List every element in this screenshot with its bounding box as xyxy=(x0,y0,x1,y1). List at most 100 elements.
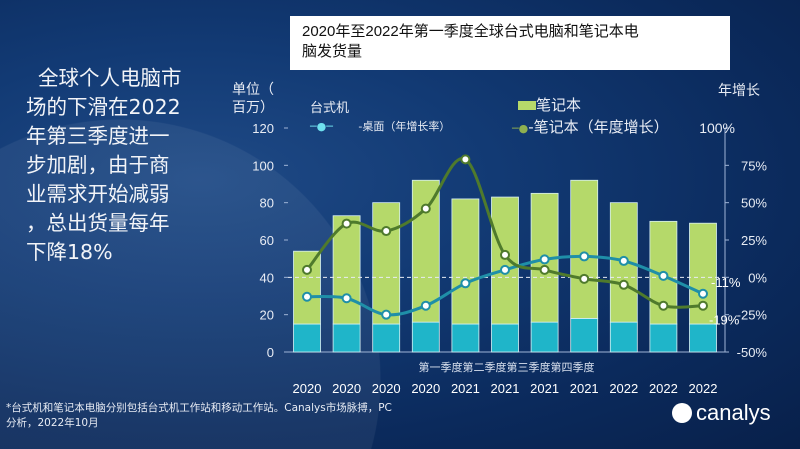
headline-line: 场的下滑在2022 xyxy=(26,95,181,119)
desktop-bar xyxy=(689,323,717,353)
notebook-growth-point xyxy=(420,203,431,214)
legend-marker-icon: ─●─ xyxy=(310,120,333,133)
y2-tick-label: 0% xyxy=(748,270,767,285)
legend-label: -笔记本（年度增长） xyxy=(528,118,669,136)
chart-title: 2020年至2022年第一季度全球台式电脑和笔记本电 脑发货量 xyxy=(290,16,730,70)
notebook-growth-point xyxy=(460,154,471,165)
canalys-logo-icon xyxy=(672,403,692,423)
y-axis-label-line: 单位（ xyxy=(232,82,274,98)
y-tick-label: 80 xyxy=(260,196,274,211)
desktop-growth-point xyxy=(381,309,392,320)
y-tick-label: 60 xyxy=(260,233,274,248)
chart-title-line: 2020年至2022年第一季度全球台式电脑和笔记本电 xyxy=(302,23,639,40)
desktop-growth-point xyxy=(500,264,510,275)
legend-label: -桌面（年增长率） xyxy=(358,120,451,133)
y-tick-label: 20 xyxy=(260,308,274,323)
desktop-bar xyxy=(411,321,440,353)
desktop-growth-point xyxy=(618,255,629,266)
y2-axis-label: 年增长 xyxy=(718,83,760,99)
y2-tick-label: 75% xyxy=(741,158,767,173)
x-tick-label: 2020 xyxy=(293,381,322,396)
y2-tick-label: 50% xyxy=(741,196,767,211)
desktop-growth-point xyxy=(658,270,669,281)
legend-notebook-line: ─●-笔记本（年度增长） xyxy=(512,116,669,137)
footnote-line: *台式机和笔记本电脑分别包括台式机工作站和移动工作站。Canalys市场脉搏，P… xyxy=(6,402,392,414)
x-tick-label: 2022 xyxy=(649,381,678,396)
x-tick-label: 2022 xyxy=(689,381,718,396)
legend-notebook-bar: 笔记本 xyxy=(518,94,581,115)
x-tick-label: 2021 xyxy=(570,381,599,396)
footnote-line: 分析，2022年10月 xyxy=(6,417,99,429)
notebook-growth-point xyxy=(618,279,629,290)
headline-line: 全球个人电脑市 xyxy=(38,66,182,90)
chart-title-line: 脑发货量 xyxy=(302,43,363,60)
headline-line: 业需求开始减弱 xyxy=(26,182,170,206)
footnote: *台式机和笔记本电脑分别包括台式机工作站和移动工作站。Canalys市场脉搏，P… xyxy=(6,401,446,431)
headline-line: 下降18% xyxy=(26,240,113,264)
notebook-growth-point xyxy=(381,226,392,237)
x-tick-label: 2022 xyxy=(609,381,638,396)
desktop-bar xyxy=(293,323,321,353)
desktop-growth-point xyxy=(302,291,312,302)
desktop-bar xyxy=(570,317,599,353)
desktop-bar xyxy=(372,323,401,353)
desktop-growth-point xyxy=(579,251,590,262)
notebook-bar xyxy=(372,202,401,325)
x-tick-label: 2020 xyxy=(372,381,401,396)
legend-marker-icon: ─● xyxy=(512,122,529,135)
headline-line: 步加剧，由于商 xyxy=(26,153,170,177)
y-tick-label: 40 xyxy=(260,270,274,285)
notebook-growth-line xyxy=(305,157,704,309)
x-tick-label: 2021 xyxy=(491,381,520,396)
x-tick-label: 2021 xyxy=(451,381,480,396)
desktop-bar xyxy=(451,323,480,353)
y-axis-label-line: 百万） xyxy=(232,100,274,116)
notebook-growth-point xyxy=(500,249,510,260)
headline: 全球个人电脑市 场的下滑在2022 年第三季度进一 步加剧，由于商 业需求开始减… xyxy=(26,64,236,267)
y2-tick-label: -25% xyxy=(737,308,768,323)
desktop-bar xyxy=(609,321,638,353)
y2-tick-label: 100% xyxy=(699,120,735,136)
desktop-bar xyxy=(530,321,559,353)
notebook-bar xyxy=(491,196,519,325)
desktop-growth-point xyxy=(420,300,431,311)
notebook-growth-point xyxy=(698,300,708,311)
legend-desktop-bar: 台式机 xyxy=(310,97,349,116)
y-axis-label: 单位（ 百万） xyxy=(232,81,274,117)
legend-label: 台式机 xyxy=(310,101,350,116)
y-tick-label: 0 xyxy=(267,345,274,360)
legend-desktop-line: ─●─ -桌面（年增长率） xyxy=(310,118,450,134)
notebook-growth-point xyxy=(579,273,590,284)
y-tick-label: 120 xyxy=(252,121,274,136)
desktop-bar xyxy=(649,323,678,353)
desktop-growth-point xyxy=(341,293,352,304)
annotation-desktop-growth: -11% xyxy=(711,275,741,290)
x-tick-label: 2020 xyxy=(332,381,361,396)
canalys-logo: canalys xyxy=(672,400,790,426)
desktop-growth-point xyxy=(698,288,708,299)
desktop-bar xyxy=(332,323,361,353)
y2-tick-label: 25% xyxy=(741,233,767,248)
notebook-growth-point xyxy=(658,300,669,311)
notebook-bar xyxy=(293,250,321,325)
notebook-growth-point xyxy=(302,264,312,275)
legend-label: 笔记本 xyxy=(536,96,582,114)
desktop-growth-point xyxy=(460,278,471,289)
notebook-bar xyxy=(332,215,361,325)
legend-swatch xyxy=(518,101,536,110)
notebook-bar xyxy=(451,198,480,325)
logo-text: canalys xyxy=(696,400,771,425)
notebook-growth-point xyxy=(341,218,352,229)
desktop-growth-point xyxy=(539,254,550,265)
x-tick-label: 2020 xyxy=(411,381,440,396)
y-tick-label: 100 xyxy=(252,158,274,173)
headline-line: ，总出货量每年 xyxy=(26,211,170,235)
headline-line: 年第三季度进一 xyxy=(26,124,170,148)
annotation-notebook-growth: -19% xyxy=(709,313,740,328)
y2-tick-label: -50% xyxy=(737,345,768,360)
notebook-growth-point xyxy=(539,264,550,275)
desktop-bar xyxy=(491,323,519,353)
notebook-bar xyxy=(570,179,599,319)
x-axis-label: 第一季度第二季度第三季度第四季度 xyxy=(419,360,595,374)
